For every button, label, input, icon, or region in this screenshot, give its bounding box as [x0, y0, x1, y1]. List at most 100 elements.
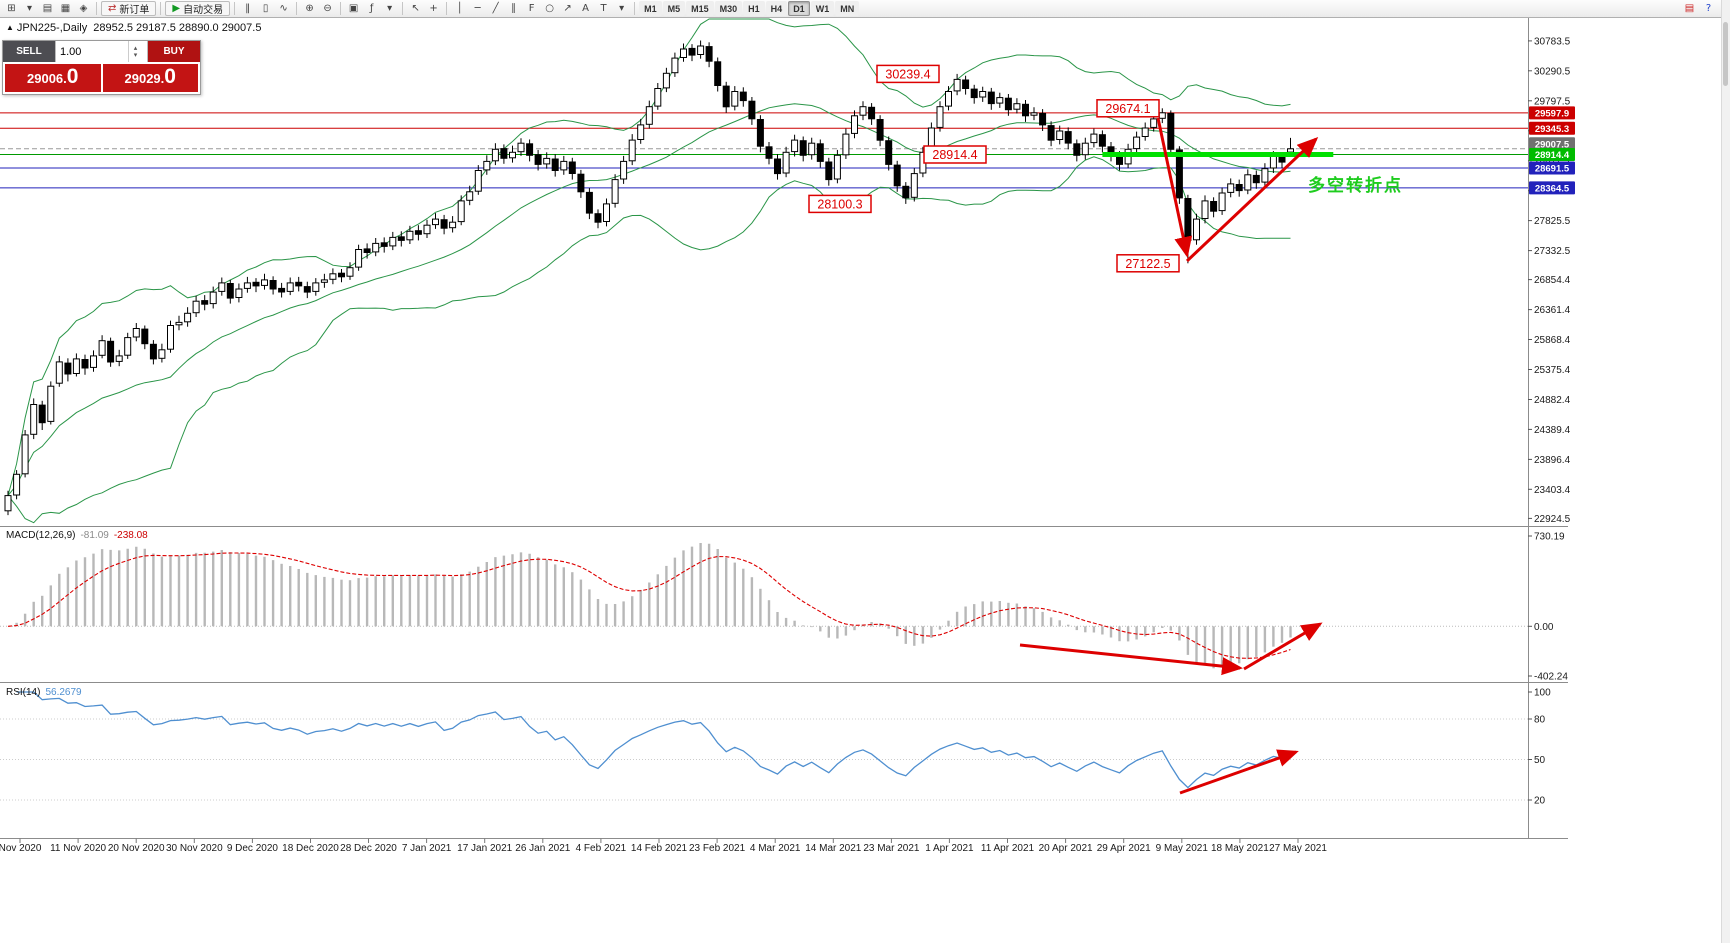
price-axis[interactable]: 30783.530290.529797.529304.528811.528318…	[1528, 36, 1575, 807]
zoom-out-icon[interactable]: ⊖	[319, 1, 336, 16]
rsi-pane	[0, 691, 1528, 801]
toolbar-separator	[160, 2, 162, 15]
timeframe-m30[interactable]: M30	[714, 1, 743, 16]
svg-text:20: 20	[1534, 796, 1546, 807]
timeframe-w1[interactable]: W1	[810, 1, 835, 16]
price-callout[interactable]	[1096, 99, 1160, 118]
vertical-line-icon[interactable]: │	[451, 1, 468, 16]
timeframe-mn[interactable]: MN	[835, 1, 860, 16]
svg-text:24389.4: 24389.4	[1534, 425, 1571, 436]
trendline-icon[interactable]: ╱	[487, 1, 504, 16]
svg-text:1 Apr 2021: 1 Apr 2021	[925, 843, 974, 854]
trend-arrow[interactable]	[1156, 117, 1193, 258]
chart-annotations[interactable]: 30239.4 29674.1 28914.4 28100.3 27122.5 多空转折点	[808, 64, 1403, 795]
toolbar-separator	[402, 2, 404, 15]
indicators-icon[interactable]: ƒ	[363, 1, 380, 16]
cursor-icon[interactable]: ↖	[407, 1, 424, 16]
volume-up-icon[interactable]: ▴	[133, 44, 138, 52]
sell-price-display[interactable]: 29006. 0	[5, 64, 101, 92]
autotrading-button[interactable]: ▶ 自动交易	[165, 1, 231, 16]
svg-text:28914.4: 28914.4	[932, 148, 977, 162]
price-callout[interactable]	[1116, 254, 1180, 273]
svg-text:22924.5: 22924.5	[1534, 514, 1571, 525]
price-callout[interactable]	[808, 194, 872, 214]
svg-text:28914.4: 28914.4	[1535, 150, 1570, 161]
timeframe-m15[interactable]: M15	[686, 1, 714, 16]
text-icon[interactable]: A	[577, 1, 594, 16]
rsi-name: RSI(14)	[6, 687, 41, 698]
toolbar-right-icons: ▤?	[1681, 1, 1717, 16]
svg-text:25868.4: 25868.4	[1534, 335, 1571, 346]
svg-text:30239.4: 30239.4	[885, 67, 930, 81]
line-chart-icon[interactable]: ∿	[275, 1, 292, 16]
svg-text:0.00: 0.00	[1534, 622, 1554, 633]
new-order-button[interactable]: ⇄ 新订单	[101, 1, 157, 16]
profiles-icon[interactable]: ▤	[39, 1, 56, 16]
svg-text:9 Dec 2020: 9 Dec 2020	[227, 843, 279, 854]
text-label-icon[interactable]: T	[595, 1, 612, 16]
svg-text:28 Dec 2020: 28 Dec 2020	[340, 843, 397, 854]
support-resistance-lines[interactable]	[0, 112, 1528, 189]
toolbar-separator	[634, 2, 636, 15]
timeframe-d1[interactable]: D1	[788, 1, 810, 16]
svg-text:20 Nov 2020: 20 Nov 2020	[108, 843, 165, 854]
buy-price-display[interactable]: 29029. 0	[102, 64, 198, 92]
arrows-icon[interactable]: ↗	[559, 1, 576, 16]
svg-text:11 Apr 2021: 11 Apr 2021	[981, 843, 1035, 854]
svg-text:23 Feb 2021: 23 Feb 2021	[689, 843, 746, 854]
buy-button[interactable]: BUY	[148, 41, 200, 62]
trend-arrow[interactable]	[1179, 749, 1299, 795]
chart-expand-icon[interactable]: ▲	[6, 23, 14, 32]
volume-stepper: ▴ ▾	[55, 41, 148, 62]
chart-dropdown-icon[interactable]: ▾	[21, 1, 38, 16]
main-toolbar: ⊞ ▾ ▤ ▦ ◈ ⇄ 新订单 ▶ 自动交易 ‖ ▯ ∿ ⊕ ⊖ ▣ ƒ ▾ ↖ + │ ─ ╱ ∥ F ○ ↗ A T ▾ M1 M5 M…	[0, 0, 1730, 18]
volume-input[interactable]	[56, 41, 128, 62]
price-callout[interactable]	[923, 145, 987, 164]
timeframe-h1[interactable]: H1	[743, 1, 765, 16]
date-axis[interactable]: Nov 2020 11 Nov 2020 20 Nov 2020 30 Nov 202…	[0, 838, 1327, 855]
svg-text:27825.5: 27825.5	[1534, 216, 1571, 227]
navigator-icon[interactable]: ◈	[75, 1, 92, 16]
trend-arrow[interactable]	[1243, 622, 1323, 671]
turning-point-label[interactable]: 多空转折点	[1308, 175, 1403, 195]
price-callout[interactable]	[876, 64, 940, 84]
market-watch-icon[interactable]: ▦	[57, 1, 74, 16]
macd-pane	[0, 543, 1528, 669]
svg-text:29 Apr 2021: 29 Apr 2021	[1097, 843, 1151, 854]
vertical-scrollbar[interactable]	[1721, 0, 1730, 943]
pane-separators[interactable]	[0, 18, 1568, 839]
horizontal-line-icon[interactable]: ─	[469, 1, 486, 16]
svg-text:4 Feb 2021: 4 Feb 2021	[576, 843, 627, 854]
candlestick-icon[interactable]: ▯	[257, 1, 274, 16]
trend-arrow[interactable]	[1019, 643, 1243, 676]
macd-name: MACD(12,26,9)	[6, 530, 76, 541]
tile-windows-icon[interactable]: ▣	[345, 1, 362, 16]
scrollbar-thumb[interactable]	[1723, 22, 1728, 86]
svg-text:7 Jan 2021: 7 Jan 2021	[402, 843, 452, 854]
timeframe-m5[interactable]: M5	[662, 1, 686, 16]
svg-text:30290.5: 30290.5	[1534, 66, 1571, 77]
volume-down-icon[interactable]: ▾	[133, 51, 138, 59]
sell-button[interactable]: SELL	[3, 41, 55, 62]
help-icon[interactable]: ?	[1700, 1, 1717, 16]
svg-text:29597.9: 29597.9	[1535, 108, 1569, 119]
channel-icon[interactable]: ∥	[505, 1, 522, 16]
chart-title: ▲ JPN225-,Daily 28952.5 29187.5 28890.0 29…	[6, 22, 261, 34]
sell-price-pips: 0	[66, 65, 79, 88]
news-icon[interactable]: ▤	[1681, 1, 1698, 16]
drawing-dropdown-icon[interactable]: ▾	[613, 1, 630, 16]
svg-text:26 Jan 2021: 26 Jan 2021	[515, 843, 570, 854]
bar-chart-icon[interactable]: ‖	[239, 1, 256, 16]
trend-arrow[interactable]	[1185, 136, 1319, 263]
indicators-dropdown-icon[interactable]: ▾	[381, 1, 398, 16]
sell-price: 29006.	[27, 71, 67, 86]
svg-text:18 Dec 2020: 18 Dec 2020	[282, 843, 339, 854]
fibonacci-icon[interactable]: F	[523, 1, 540, 16]
timeframe-h4[interactable]: H4	[765, 1, 788, 16]
shapes-icon[interactable]: ○	[541, 1, 558, 16]
crosshair-icon[interactable]: +	[425, 1, 442, 16]
new-chart-icon[interactable]: ⊞	[3, 1, 20, 16]
zoom-in-icon[interactable]: ⊕	[301, 1, 318, 16]
timeframe-m1[interactable]: M1	[639, 1, 662, 16]
